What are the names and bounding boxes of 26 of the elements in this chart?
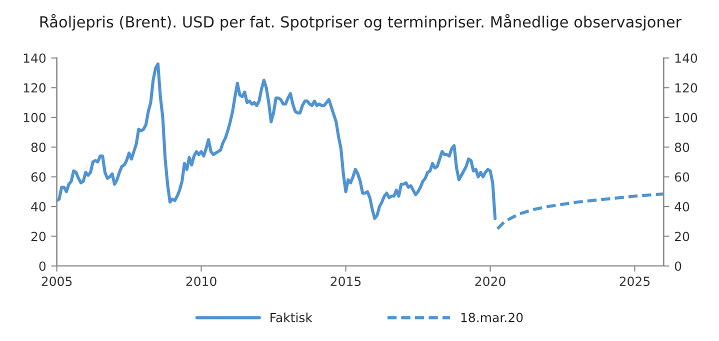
y-tick-label: 60 xyxy=(31,172,46,182)
y-tick-label: 100 xyxy=(24,112,46,122)
legend-label: 18.mar.20 xyxy=(461,312,523,322)
x-tick-label: 2010 xyxy=(186,276,216,286)
y-tick-label: 120 xyxy=(24,83,46,93)
y2-tick-label: 140 xyxy=(675,53,698,63)
x-tick-label: 2005 xyxy=(42,276,72,286)
y2-tick-label: 20 xyxy=(674,232,690,242)
y2-tick-label: 120 xyxy=(675,83,698,93)
y2-tick-label: 40 xyxy=(674,202,690,212)
line-series xyxy=(496,192,664,230)
y-tick-label: 20 xyxy=(31,232,46,242)
x-tick-label: 2025 xyxy=(620,276,650,286)
line-series xyxy=(56,62,497,220)
chart-title: Råoljepris (Brent). USD per fat. Spotpriser og terminpriser. Månedlige observasjoner xyxy=(40,14,682,31)
y2-tick-label: 100 xyxy=(675,112,698,122)
y-tick-label: 80 xyxy=(31,142,46,152)
y2-tick-label: 0 xyxy=(674,261,682,271)
y-tick-label: 140 xyxy=(24,53,46,63)
y2-tick-label: 60 xyxy=(674,172,690,182)
x-tick-label: 2015 xyxy=(330,276,361,286)
y2-tick-label: 80 xyxy=(674,142,690,152)
y-tick-label: 0 xyxy=(39,261,46,271)
legend-label: Faktisk xyxy=(270,312,312,322)
x-tick-label: 2020 xyxy=(475,276,506,286)
y-tick-label: 40 xyxy=(31,202,46,212)
